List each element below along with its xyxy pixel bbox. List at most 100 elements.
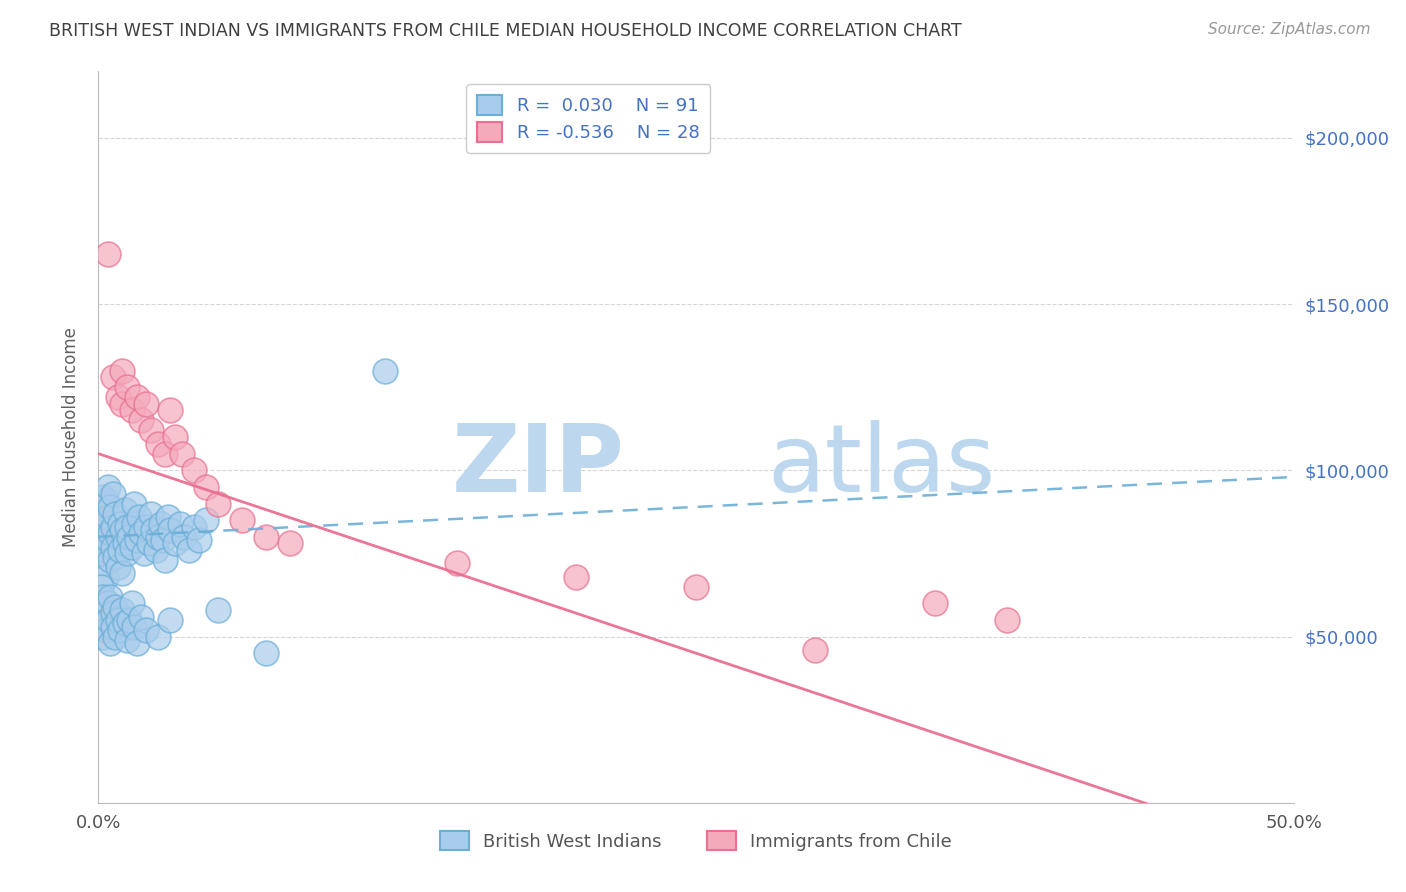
Point xyxy=(97,509,120,524)
Point xyxy=(124,497,146,511)
Text: atlas: atlas xyxy=(768,420,995,512)
Point xyxy=(254,646,277,660)
Point xyxy=(101,619,124,633)
Point xyxy=(446,557,468,571)
Point xyxy=(135,397,157,411)
Point xyxy=(111,566,134,581)
Point xyxy=(91,630,114,644)
Point xyxy=(97,596,120,610)
Point xyxy=(97,533,120,548)
Point xyxy=(90,596,112,610)
Point xyxy=(685,580,707,594)
Point xyxy=(114,616,136,631)
Point xyxy=(101,540,124,554)
Point xyxy=(118,613,141,627)
Point xyxy=(995,613,1018,627)
Point xyxy=(148,630,170,644)
Point xyxy=(91,503,114,517)
Point xyxy=(94,493,117,508)
Point xyxy=(132,546,155,560)
Point xyxy=(121,596,143,610)
Point xyxy=(98,553,122,567)
Point xyxy=(804,643,827,657)
Point xyxy=(94,516,117,531)
Point xyxy=(195,480,218,494)
Point xyxy=(142,523,165,537)
Point xyxy=(254,530,277,544)
Point xyxy=(131,526,153,541)
Point xyxy=(148,436,170,450)
Point xyxy=(139,424,162,438)
Point xyxy=(91,536,114,550)
Point xyxy=(94,607,117,621)
Point xyxy=(97,613,120,627)
Point xyxy=(155,553,177,567)
Point xyxy=(97,247,120,261)
Point xyxy=(155,447,177,461)
Point xyxy=(107,559,129,574)
Point xyxy=(195,513,218,527)
Point xyxy=(98,500,122,514)
Point xyxy=(124,516,146,531)
Point xyxy=(163,430,186,444)
Point xyxy=(145,543,167,558)
Point xyxy=(156,509,179,524)
Point xyxy=(98,590,122,604)
Point xyxy=(565,570,588,584)
Text: BRITISH WEST INDIAN VS IMMIGRANTS FROM CHILE MEDIAN HOUSEHOLD INCOME CORRELATION: BRITISH WEST INDIAN VS IMMIGRANTS FROM C… xyxy=(49,22,962,40)
Point xyxy=(104,599,127,614)
Point xyxy=(98,526,122,541)
Point xyxy=(131,413,153,427)
Point xyxy=(374,363,396,377)
Point xyxy=(101,486,124,500)
Point xyxy=(115,546,138,560)
Point xyxy=(231,513,253,527)
Point xyxy=(115,632,138,647)
Point xyxy=(104,507,127,521)
Point xyxy=(125,636,148,650)
Point xyxy=(94,543,117,558)
Point xyxy=(121,403,143,417)
Point xyxy=(278,536,301,550)
Point xyxy=(97,480,120,494)
Point xyxy=(90,613,112,627)
Point xyxy=(90,530,112,544)
Point xyxy=(148,530,170,544)
Point xyxy=(124,619,146,633)
Point xyxy=(179,543,201,558)
Point xyxy=(111,397,134,411)
Point xyxy=(128,509,150,524)
Point xyxy=(108,623,131,637)
Point xyxy=(107,390,129,404)
Point xyxy=(152,533,174,548)
Point xyxy=(111,363,134,377)
Point xyxy=(91,603,114,617)
Point xyxy=(91,590,114,604)
Point xyxy=(98,636,122,650)
Point xyxy=(159,523,181,537)
Point xyxy=(90,497,112,511)
Point xyxy=(172,447,194,461)
Point xyxy=(108,516,131,531)
Point xyxy=(163,536,186,550)
Point xyxy=(149,516,172,531)
Point xyxy=(118,530,141,544)
Point xyxy=(107,530,129,544)
Point xyxy=(114,503,136,517)
Point xyxy=(111,523,134,537)
Point xyxy=(159,613,181,627)
Point xyxy=(135,623,157,637)
Point xyxy=(101,370,124,384)
Point xyxy=(139,507,162,521)
Point xyxy=(91,523,114,537)
Point xyxy=(125,390,148,404)
Point xyxy=(90,513,112,527)
Point xyxy=(924,596,946,610)
Point xyxy=(125,533,148,548)
Point xyxy=(138,536,160,550)
Point xyxy=(90,580,112,594)
Point xyxy=(183,463,205,477)
Point xyxy=(90,546,112,560)
Point xyxy=(173,530,195,544)
Point xyxy=(131,609,153,624)
